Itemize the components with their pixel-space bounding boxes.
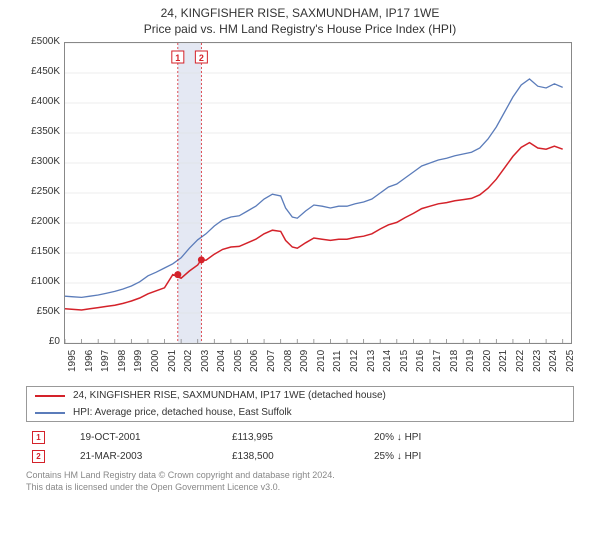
x-axis-label: 2017 [432,350,443,372]
sale-price: £113,995 [226,428,368,447]
x-axis-label: 2013 [366,350,377,372]
sale-price: £138,500 [226,447,368,466]
sale-delta: 20% ↓ HPI [368,428,574,447]
chart-container: 24, KINGFISHER RISE, SAXMUNDHAM, IP17 1W… [0,0,600,560]
x-axis-label: 2004 [216,350,227,372]
footer-attribution: Contains HM Land Registry data © Crown c… [26,470,574,493]
x-axis-label: 2022 [515,350,526,372]
sale-row: 1 19-OCT-2001£113,99520% ↓ HPI [26,428,574,447]
x-axis-label: 2006 [249,350,260,372]
x-axis-label: 2012 [349,350,360,372]
x-axis-label: 2021 [498,350,509,372]
chart-svg: 12 [64,42,572,344]
footer-line-2: This data is licensed under the Open Gov… [26,482,574,494]
x-axis-label: 2023 [532,350,543,372]
x-axis-label: 1996 [84,350,95,372]
sale-date: 19-OCT-2001 [74,428,226,447]
x-axis-label: 2019 [465,350,476,372]
y-axis-label: £300K [20,156,60,167]
x-axis-label: 2018 [449,350,460,372]
x-axis-label: 1997 [100,350,111,372]
sale-delta: 25% ↓ HPI [368,447,574,466]
y-axis-label: £350K [20,126,60,137]
x-axis-label: 1999 [133,350,144,372]
y-axis-label: £100K [20,276,60,287]
legend-swatch [35,395,65,397]
sale-date: 21-MAR-2003 [74,447,226,466]
x-axis-label: 2011 [332,350,343,372]
x-axis-label: 2002 [183,350,194,372]
chart-subtitle: Price paid vs. HM Land Registry's House … [0,20,600,42]
x-axis-label: 1995 [67,350,78,372]
legend-item: 24, KINGFISHER RISE, SAXMUNDHAM, IP17 1W… [27,387,573,404]
x-axis-label: 2000 [150,350,161,372]
svg-text:1: 1 [175,53,180,63]
y-axis-label: £500K [20,36,60,47]
legend-swatch [35,412,65,414]
x-axis-label: 2003 [200,350,211,372]
x-axis-label: 2014 [382,350,393,372]
x-axis-label: 1998 [117,350,128,372]
x-axis-label: 2025 [565,350,576,372]
sale-marker-badge: 2 [32,450,45,463]
y-axis-label: £50K [20,306,60,317]
svg-text:2: 2 [199,53,204,63]
x-axis-label: 2015 [399,350,410,372]
sale-marker-badge: 1 [32,431,45,444]
x-axis-label: 2007 [266,350,277,372]
legend: 24, KINGFISHER RISE, SAXMUNDHAM, IP17 1W… [26,386,574,422]
x-axis-label: 2005 [233,350,244,372]
chart-title: 24, KINGFISHER RISE, SAXMUNDHAM, IP17 1W… [0,0,600,20]
x-axis-label: 2016 [415,350,426,372]
x-axis-label: 2009 [299,350,310,372]
legend-label: 24, KINGFISHER RISE, SAXMUNDHAM, IP17 1W… [73,390,386,401]
x-axis-label: 2024 [548,350,559,372]
x-axis-label: 2001 [167,350,178,372]
x-axis-label: 2008 [283,350,294,372]
legend-label: HPI: Average price, detached house, East… [73,407,292,418]
footer-line-1: Contains HM Land Registry data © Crown c… [26,470,574,482]
y-axis-label: £250K [20,186,60,197]
y-axis-label: £450K [20,66,60,77]
x-axis-label: 2020 [482,350,493,372]
plot-area: 12 £0£50K£100K£150K£200K£250K£300K£350K£… [20,42,580,380]
sales-table: 1 19-OCT-2001£113,99520% ↓ HPI 2 21-MAR-200… [26,428,574,466]
legend-item: HPI: Average price, detached house, East… [27,404,573,421]
y-axis-label: £0 [20,336,60,347]
y-axis-label: £150K [20,246,60,257]
sale-row: 2 21-MAR-2003£138,50025% ↓ HPI [26,447,574,466]
x-axis-label: 2010 [316,350,327,372]
y-axis-label: £200K [20,216,60,227]
y-axis-label: £400K [20,96,60,107]
